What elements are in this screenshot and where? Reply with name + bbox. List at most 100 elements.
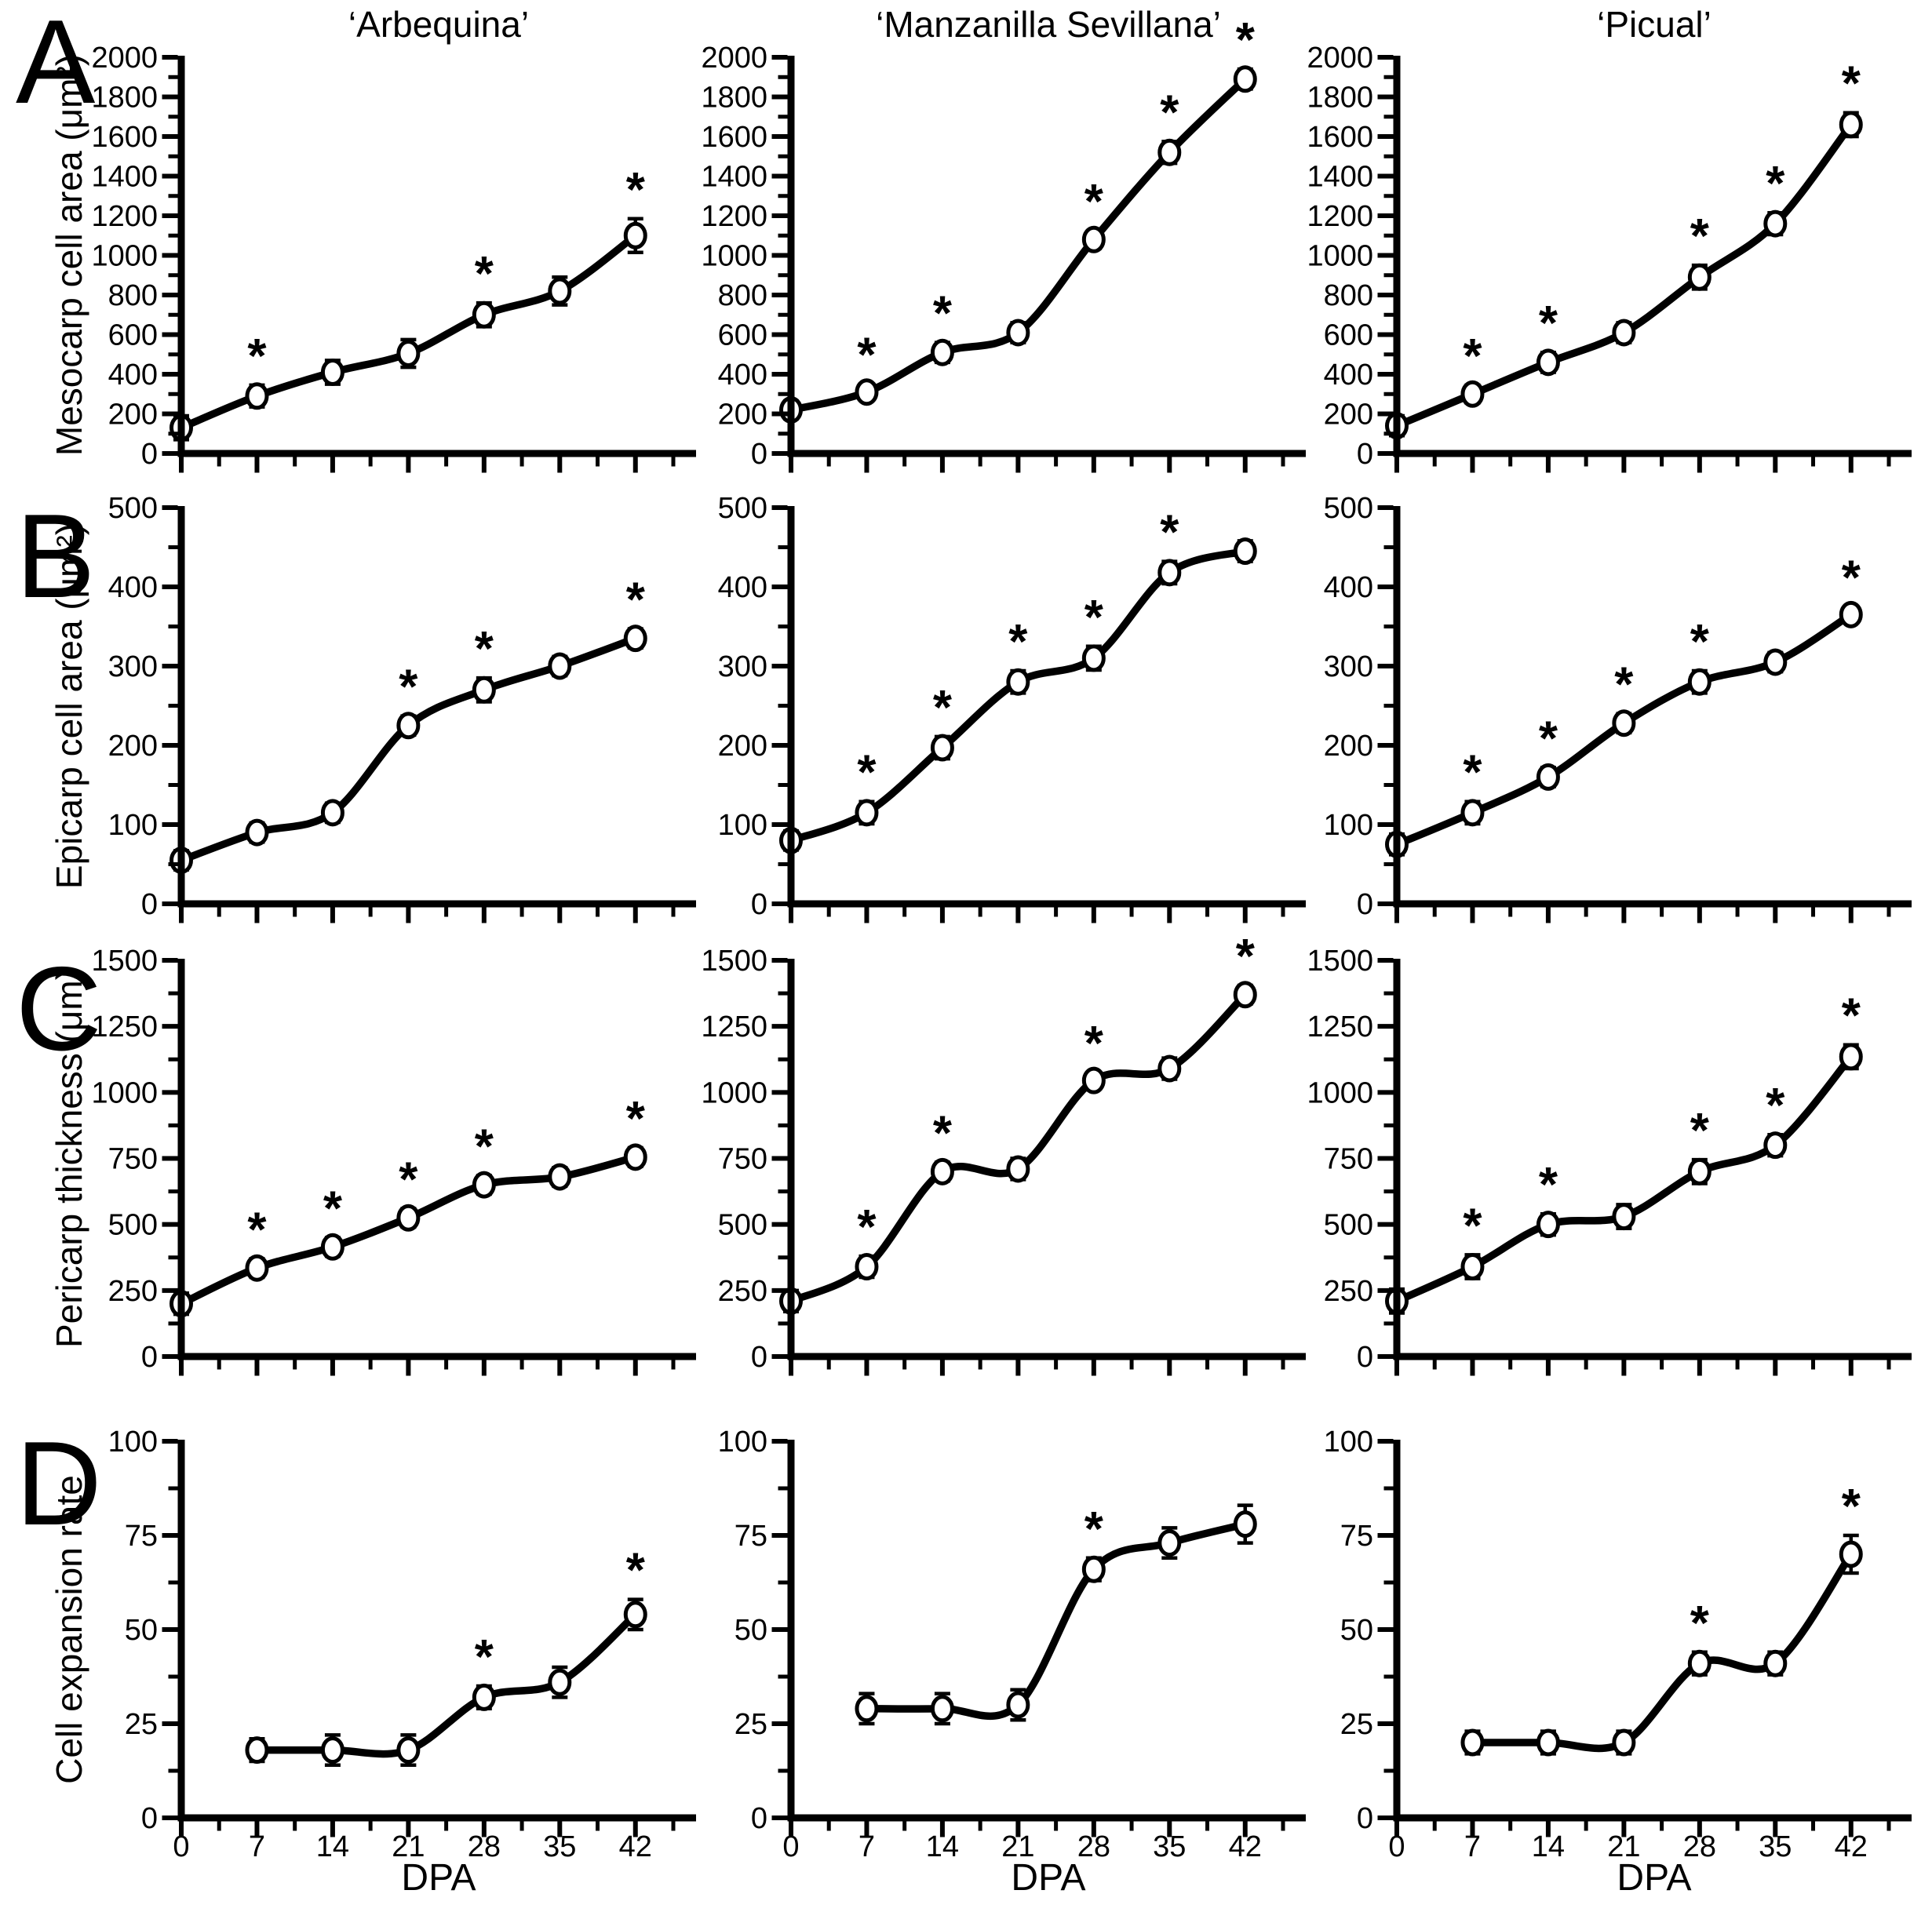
data-point <box>1839 1540 1863 1568</box>
column-title-arbequina: ‘Arbequina’ <box>348 4 530 45</box>
significance-asterisk: * <box>247 1203 267 1257</box>
data-point <box>1839 1043 1863 1071</box>
y-tick-label: 25 <box>125 1708 158 1741</box>
x-tick-label: 28 <box>468 1830 501 1863</box>
row-label-c: C <box>16 942 102 1076</box>
significance-asterisk: * <box>1539 1158 1558 1212</box>
data-point <box>245 1736 269 1765</box>
y-tick-label: 600 <box>1324 319 1373 352</box>
significance-asterisk: * <box>475 622 494 676</box>
significance-asterisk: * <box>1160 506 1179 560</box>
axes: 0 25 50 75 100 0 7 14 21 28 35 42 <box>718 1426 1306 1863</box>
y-tick-label: 1800 <box>701 82 767 115</box>
significance-asterisk: * <box>1463 1199 1482 1253</box>
data-point <box>930 734 954 762</box>
y-tick-label: 100 <box>1324 809 1373 842</box>
data-point <box>1763 1131 1788 1160</box>
data-point <box>472 1683 496 1711</box>
y-tick-label: 2000 <box>91 42 158 75</box>
y-axis-title-epicarp-cell-area: Epicarp cell area (μm²) <box>49 523 89 890</box>
data-point <box>1536 1211 1560 1239</box>
y-tick-label: 2000 <box>1307 42 1373 75</box>
data-point <box>1081 225 1106 253</box>
y-tick-label: 100 <box>718 809 767 842</box>
x-tick-label: 42 <box>1835 1830 1868 1863</box>
significance-asterisk: * <box>1842 1480 1861 1534</box>
significance-asterisk: * <box>1160 86 1179 140</box>
data-point <box>1006 1691 1030 1719</box>
significance-asterisk: * <box>1690 1104 1710 1158</box>
data-point <box>930 1157 954 1185</box>
y-tick-label: 300 <box>718 650 767 683</box>
data-point <box>548 652 572 680</box>
y-tick-label: 750 <box>1324 1143 1373 1176</box>
row-label-b: B <box>16 490 96 623</box>
y-tick-label: 1200 <box>1307 200 1373 233</box>
data-point <box>396 712 421 740</box>
significance-asterisk: * <box>1539 712 1558 766</box>
y-tick-label: 400 <box>718 571 767 604</box>
data-point <box>396 339 421 367</box>
data-point <box>623 1143 647 1171</box>
y-tick-label: 1250 <box>91 1011 158 1043</box>
data-point <box>623 1601 647 1629</box>
y-tick-label: 500 <box>718 1209 767 1242</box>
x-tick-label: 14 <box>926 1830 959 1863</box>
y-tick-label: 1800 <box>1307 82 1373 115</box>
data-point <box>472 1171 496 1199</box>
y-tick-label: 75 <box>735 1520 767 1553</box>
data-point <box>1460 380 1485 408</box>
data-point <box>1612 709 1636 737</box>
x-tick-label: 35 <box>543 1830 576 1863</box>
y-tick-label: 0 <box>1357 888 1373 921</box>
axes: 0 100 200 300 400 500 <box>1324 492 1912 923</box>
significance-asterisk: * <box>857 329 877 383</box>
panel-D-manzanilla-sevillana: * 0 25 50 75 100 0 7 14 21 28 35 42 <box>718 1426 1306 1863</box>
y-tick-label: 1600 <box>1307 121 1373 154</box>
axes: 0 25 50 75 100 0 7 14 21 28 35 42 <box>1324 1426 1912 1863</box>
y-tick-label: 0 <box>141 1802 158 1835</box>
data-point <box>1536 348 1560 377</box>
x-tick-label: 28 <box>1683 1830 1716 1863</box>
data-point <box>1460 1728 1485 1757</box>
y-tick-label: 400 <box>718 359 767 392</box>
axes: 0 200 400 600 800 1000 1200 1400 1600 1800 2000 <box>1307 42 1912 473</box>
data-point <box>1006 319 1030 347</box>
y-tick-label: 200 <box>108 399 158 432</box>
y-tick-label: 0 <box>751 438 767 471</box>
x-axis-title-dpa-2: DPA <box>1011 1857 1086 1899</box>
y-tick-label: 1000 <box>91 240 158 273</box>
y-tick-label: 1600 <box>91 121 158 154</box>
significance-asterisk: * <box>1084 1017 1104 1071</box>
data-point <box>930 1695 954 1723</box>
panel-A-manzanilla-sevillana: * * * * * 0 200 400 600 800 1000 1200 1400 1600 1800 20… <box>701 13 1306 473</box>
significance-asterisk: * <box>933 1107 953 1161</box>
y-axis-title-cell-expansion-rate: Cell expansion rate <box>49 1475 89 1784</box>
axes: 0 100 200 300 400 500 <box>108 492 696 923</box>
data-point <box>1536 763 1560 791</box>
data-point <box>320 799 344 827</box>
y-tick-label: 50 <box>125 1614 158 1647</box>
significance-asterisk: * <box>1539 297 1558 351</box>
y-tick-label: 1200 <box>701 200 767 233</box>
y-tick-label: 100 <box>108 809 158 842</box>
data-point <box>245 1254 269 1282</box>
panel-A-picual: * * * * * 0 200 400 600 800 1000 1200 1400 1600 1800 20… <box>1307 42 1912 473</box>
x-tick-label: 28 <box>1077 1830 1110 1863</box>
y-tick-label: 200 <box>108 730 158 763</box>
y-tick-label: 100 <box>718 1426 767 1459</box>
significance-asterisk: * <box>475 247 494 301</box>
axes: 0 250 500 750 1000 1250 1500 <box>91 945 696 1376</box>
significance-asterisk: * <box>626 1092 646 1146</box>
data-point <box>930 338 954 366</box>
y-tick-label: 1000 <box>701 240 767 273</box>
data-point <box>1687 1157 1711 1185</box>
significance-asterisk: * <box>626 163 646 217</box>
data-point <box>320 358 344 386</box>
significance-asterisk: * <box>475 1630 494 1684</box>
data-point <box>855 799 879 827</box>
significance-asterisk: * <box>1690 209 1710 264</box>
y-tick-label: 1800 <box>91 82 158 115</box>
